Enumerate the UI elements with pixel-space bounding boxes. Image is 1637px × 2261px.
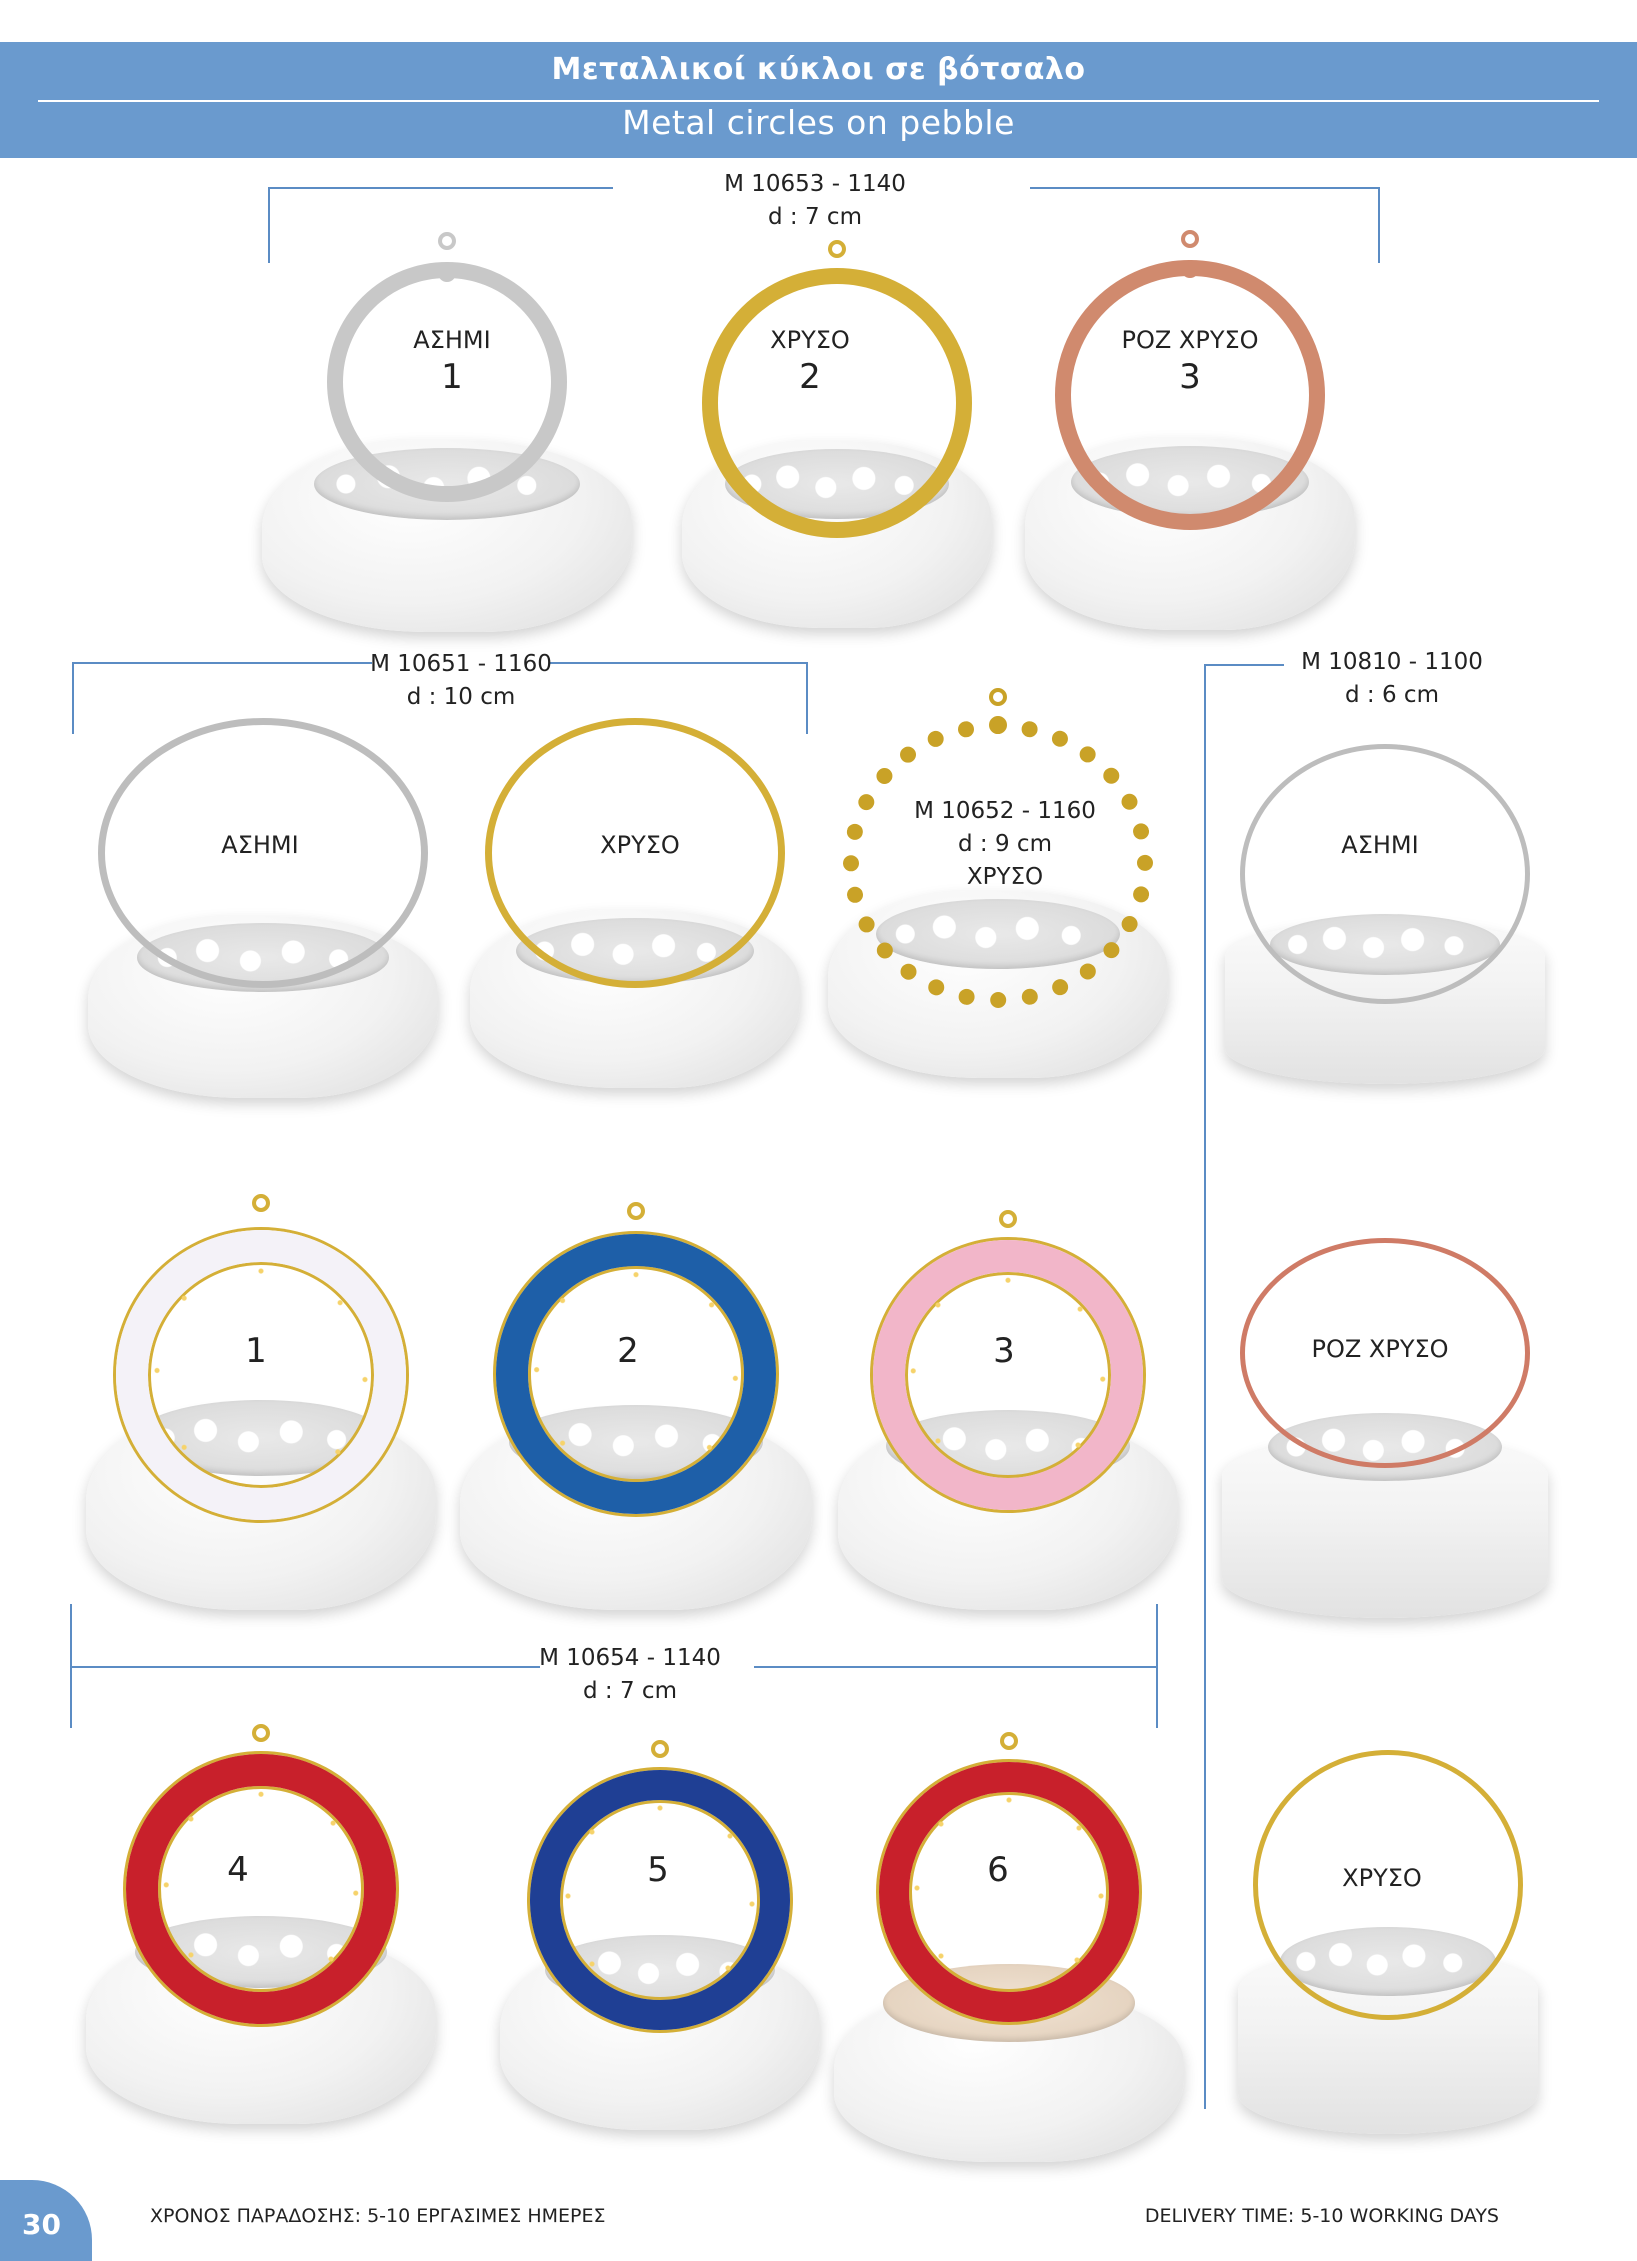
hanging-loop bbox=[989, 688, 1007, 706]
finish-label: ΧΡΥΣΟ bbox=[966, 864, 1044, 890]
star-decoration bbox=[148, 1262, 374, 1488]
product-group-label-m10654: M 10654 - 1140 d : 7 cm bbox=[530, 1642, 730, 1708]
product-group-label-m10651: M 10651 - 1160 d : 10 cm bbox=[346, 648, 576, 714]
page-header: Μεταλλικοί κύκλοι σε βότσαλο Metal circl… bbox=[0, 42, 1637, 158]
variant-number: 3 bbox=[1179, 357, 1201, 397]
hanging-loop bbox=[438, 232, 456, 250]
product-10651-silver bbox=[88, 718, 438, 1098]
product-10810-silver bbox=[1225, 744, 1545, 1084]
hanging-loop bbox=[999, 1210, 1017, 1228]
hanging-loop bbox=[828, 240, 846, 258]
product-10810-gold bbox=[1238, 1750, 1538, 2134]
star-decoration bbox=[528, 1266, 744, 1482]
enamel-ring bbox=[496, 1234, 776, 1514]
finish-label: ΑΣΗΜΙ bbox=[413, 326, 491, 354]
product-10654-red bbox=[86, 1724, 436, 2124]
product-code: M 10653 - 1140 bbox=[724, 171, 906, 197]
product-10654-pink bbox=[838, 1210, 1178, 1610]
bracket-line-m10810-vertical bbox=[1204, 664, 1206, 2109]
product-code: M 10651 - 1160 bbox=[370, 651, 552, 677]
bracket-tick-m10651-right bbox=[806, 662, 808, 734]
delivery-time-english: DELIVERY TIME: 5-10 WORKING DAYS bbox=[1144, 2205, 1499, 2227]
finish-label: ΑΣΗΜΙ bbox=[221, 831, 299, 859]
enamel-ring bbox=[879, 1762, 1139, 2022]
enamel-ring bbox=[530, 1770, 790, 2030]
page-number: 30 bbox=[22, 2208, 61, 2241]
variant-number: 2 bbox=[617, 1331, 639, 1371]
hanging-loop bbox=[252, 1724, 270, 1742]
bracket-line-m10651-left bbox=[72, 662, 372, 664]
star-decoration bbox=[909, 1792, 1109, 1992]
hanging-loop bbox=[651, 1740, 669, 1758]
hanging-loop bbox=[1181, 260, 1199, 278]
enamel-ring bbox=[873, 1240, 1143, 1510]
product-10653-rose-gold bbox=[1025, 230, 1355, 630]
variant-number: 4 bbox=[227, 1850, 249, 1890]
product-size: d : 6 cm bbox=[1345, 682, 1439, 708]
hanging-loop bbox=[627, 1202, 645, 1220]
star-decoration bbox=[158, 1786, 364, 1992]
header-divider bbox=[38, 100, 1599, 102]
product-code: M 10652 - 1160 bbox=[914, 798, 1096, 824]
bracket-line-m10810-top bbox=[1204, 664, 1284, 666]
variant-number: 1 bbox=[245, 1331, 267, 1371]
hanging-loop bbox=[252, 1194, 270, 1212]
product-10651-gold bbox=[470, 718, 800, 1088]
page-number-badge: 30 bbox=[0, 2180, 92, 2261]
finish-label: ΧΡΥΣΟ bbox=[770, 326, 850, 354]
product-size: d : 7 cm bbox=[583, 1678, 677, 1704]
bracket-line-m10654-left bbox=[70, 1666, 540, 1668]
finish-label: ΧΡΥΣΟ bbox=[600, 831, 680, 859]
product-10653-gold bbox=[682, 238, 992, 628]
bracket-tick-m10654-right bbox=[1156, 1604, 1158, 1728]
page-title-english: Metal circles on pebble bbox=[622, 103, 1015, 142]
hanging-loop bbox=[1181, 230, 1199, 248]
star-decoration bbox=[560, 1800, 760, 2000]
hanging-loop bbox=[438, 264, 456, 282]
variant-number: 2 bbox=[799, 357, 821, 397]
product-size: d : 7 cm bbox=[768, 204, 862, 230]
product-10654-navy bbox=[500, 1740, 820, 2130]
bracket-tick-m10653-left bbox=[268, 187, 270, 263]
enamel-ring bbox=[116, 1230, 406, 1520]
bracket-line-m10651-right bbox=[550, 662, 808, 664]
product-10810-rose-gold bbox=[1222, 1238, 1548, 1618]
finish-label: ΧΡΥΣΟ bbox=[1342, 1864, 1422, 1892]
product-10652-gold-textured bbox=[828, 688, 1168, 1078]
hanging-loop bbox=[1000, 1732, 1018, 1750]
product-10654-white bbox=[86, 1190, 436, 1610]
product-10654-blue bbox=[460, 1200, 812, 1610]
bracket-line-m10653-right bbox=[1030, 187, 1380, 189]
product-size: d : 9 cm bbox=[958, 831, 1052, 857]
bracket-tick-m10653-right bbox=[1378, 187, 1380, 263]
product-code: M 10810 - 1100 bbox=[1301, 649, 1483, 675]
product-group-label-m10653: M 10653 - 1140 d : 7 cm bbox=[680, 168, 950, 234]
product-code: M 10654 - 1140 bbox=[539, 1645, 721, 1671]
product-10654-red-tinted-gravel bbox=[834, 1732, 1184, 2162]
bracket-line-m10653-left bbox=[268, 187, 613, 189]
hanging-loop bbox=[989, 716, 1007, 734]
metal-ring bbox=[1240, 744, 1530, 1004]
metal-ring bbox=[98, 718, 428, 988]
page-title-greek: Μεταλλικοί κύκλοι σε βότσαλο bbox=[551, 52, 1086, 87]
bracket-line-m10654-right bbox=[754, 1666, 1158, 1668]
metal-ring bbox=[1253, 1750, 1523, 2020]
variant-number: 5 bbox=[647, 1850, 669, 1890]
product-size: d : 10 cm bbox=[406, 684, 516, 710]
delivery-time-greek: ΧΡΟΝΟΣ ΠΑΡΑΔΟΣΗΣ: 5-10 ΕΡΓΑΣΙΜΕΣ ΗΜΕΡΕΣ bbox=[150, 2205, 606, 2227]
star-decoration bbox=[905, 1272, 1111, 1478]
finish-label: ΡΟΖ ΧΡΥΣΟ bbox=[1311, 1335, 1449, 1363]
finish-label: ΡΟΖ ΧΡΥΣΟ bbox=[1121, 326, 1259, 354]
product-group-label-m10652: M 10652 - 1160 d : 9 cm ΧΡΥΣΟ bbox=[890, 795, 1120, 894]
variant-number: 6 bbox=[987, 1850, 1009, 1890]
metal-ring bbox=[1240, 1238, 1530, 1468]
variant-number: 3 bbox=[993, 1331, 1015, 1371]
metal-ring bbox=[702, 268, 972, 538]
product-10653-silver bbox=[262, 232, 632, 632]
finish-label: ΑΣΗΜΙ bbox=[1341, 831, 1419, 859]
bracket-tick-m10651-left bbox=[72, 662, 74, 734]
metal-ring bbox=[485, 718, 785, 988]
product-group-label-m10810: M 10810 - 1100 d : 6 cm bbox=[1272, 646, 1512, 712]
variant-number: 1 bbox=[441, 357, 463, 397]
